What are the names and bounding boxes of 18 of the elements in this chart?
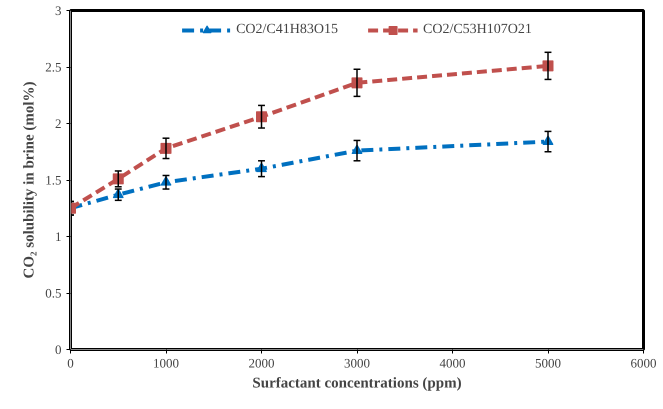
y-tick-label: 1.5 xyxy=(45,172,62,188)
x-tick-label: 1000 xyxy=(153,356,179,370)
y-tick-label: 2 xyxy=(55,116,62,131)
y-tick-label: 0.5 xyxy=(45,286,62,300)
y-tick-label: 3 xyxy=(55,3,62,18)
y-tick-label: 2.5 xyxy=(45,60,62,74)
x-tick-label: 4000 xyxy=(440,356,466,370)
y-axis-title: CO₂ solubility in brine (mol%) xyxy=(21,81,38,279)
x-tick-label: 0 xyxy=(67,356,74,370)
legend-label: CO2/C53H107O21 xyxy=(423,22,532,38)
x-tick-label: 2000 xyxy=(248,356,274,370)
y-tick-label: 0 xyxy=(55,342,62,357)
x-tick-label: 5000 xyxy=(535,356,561,370)
legend-label: CO2/C41H83O15 xyxy=(236,22,338,38)
x-tick-label: 6000 xyxy=(630,356,656,370)
x-tick-label: 3000 xyxy=(344,356,370,370)
y-tick-label: 1 xyxy=(55,229,62,244)
x-axis-title: Surfactant concentrations (ppm) xyxy=(252,376,462,392)
